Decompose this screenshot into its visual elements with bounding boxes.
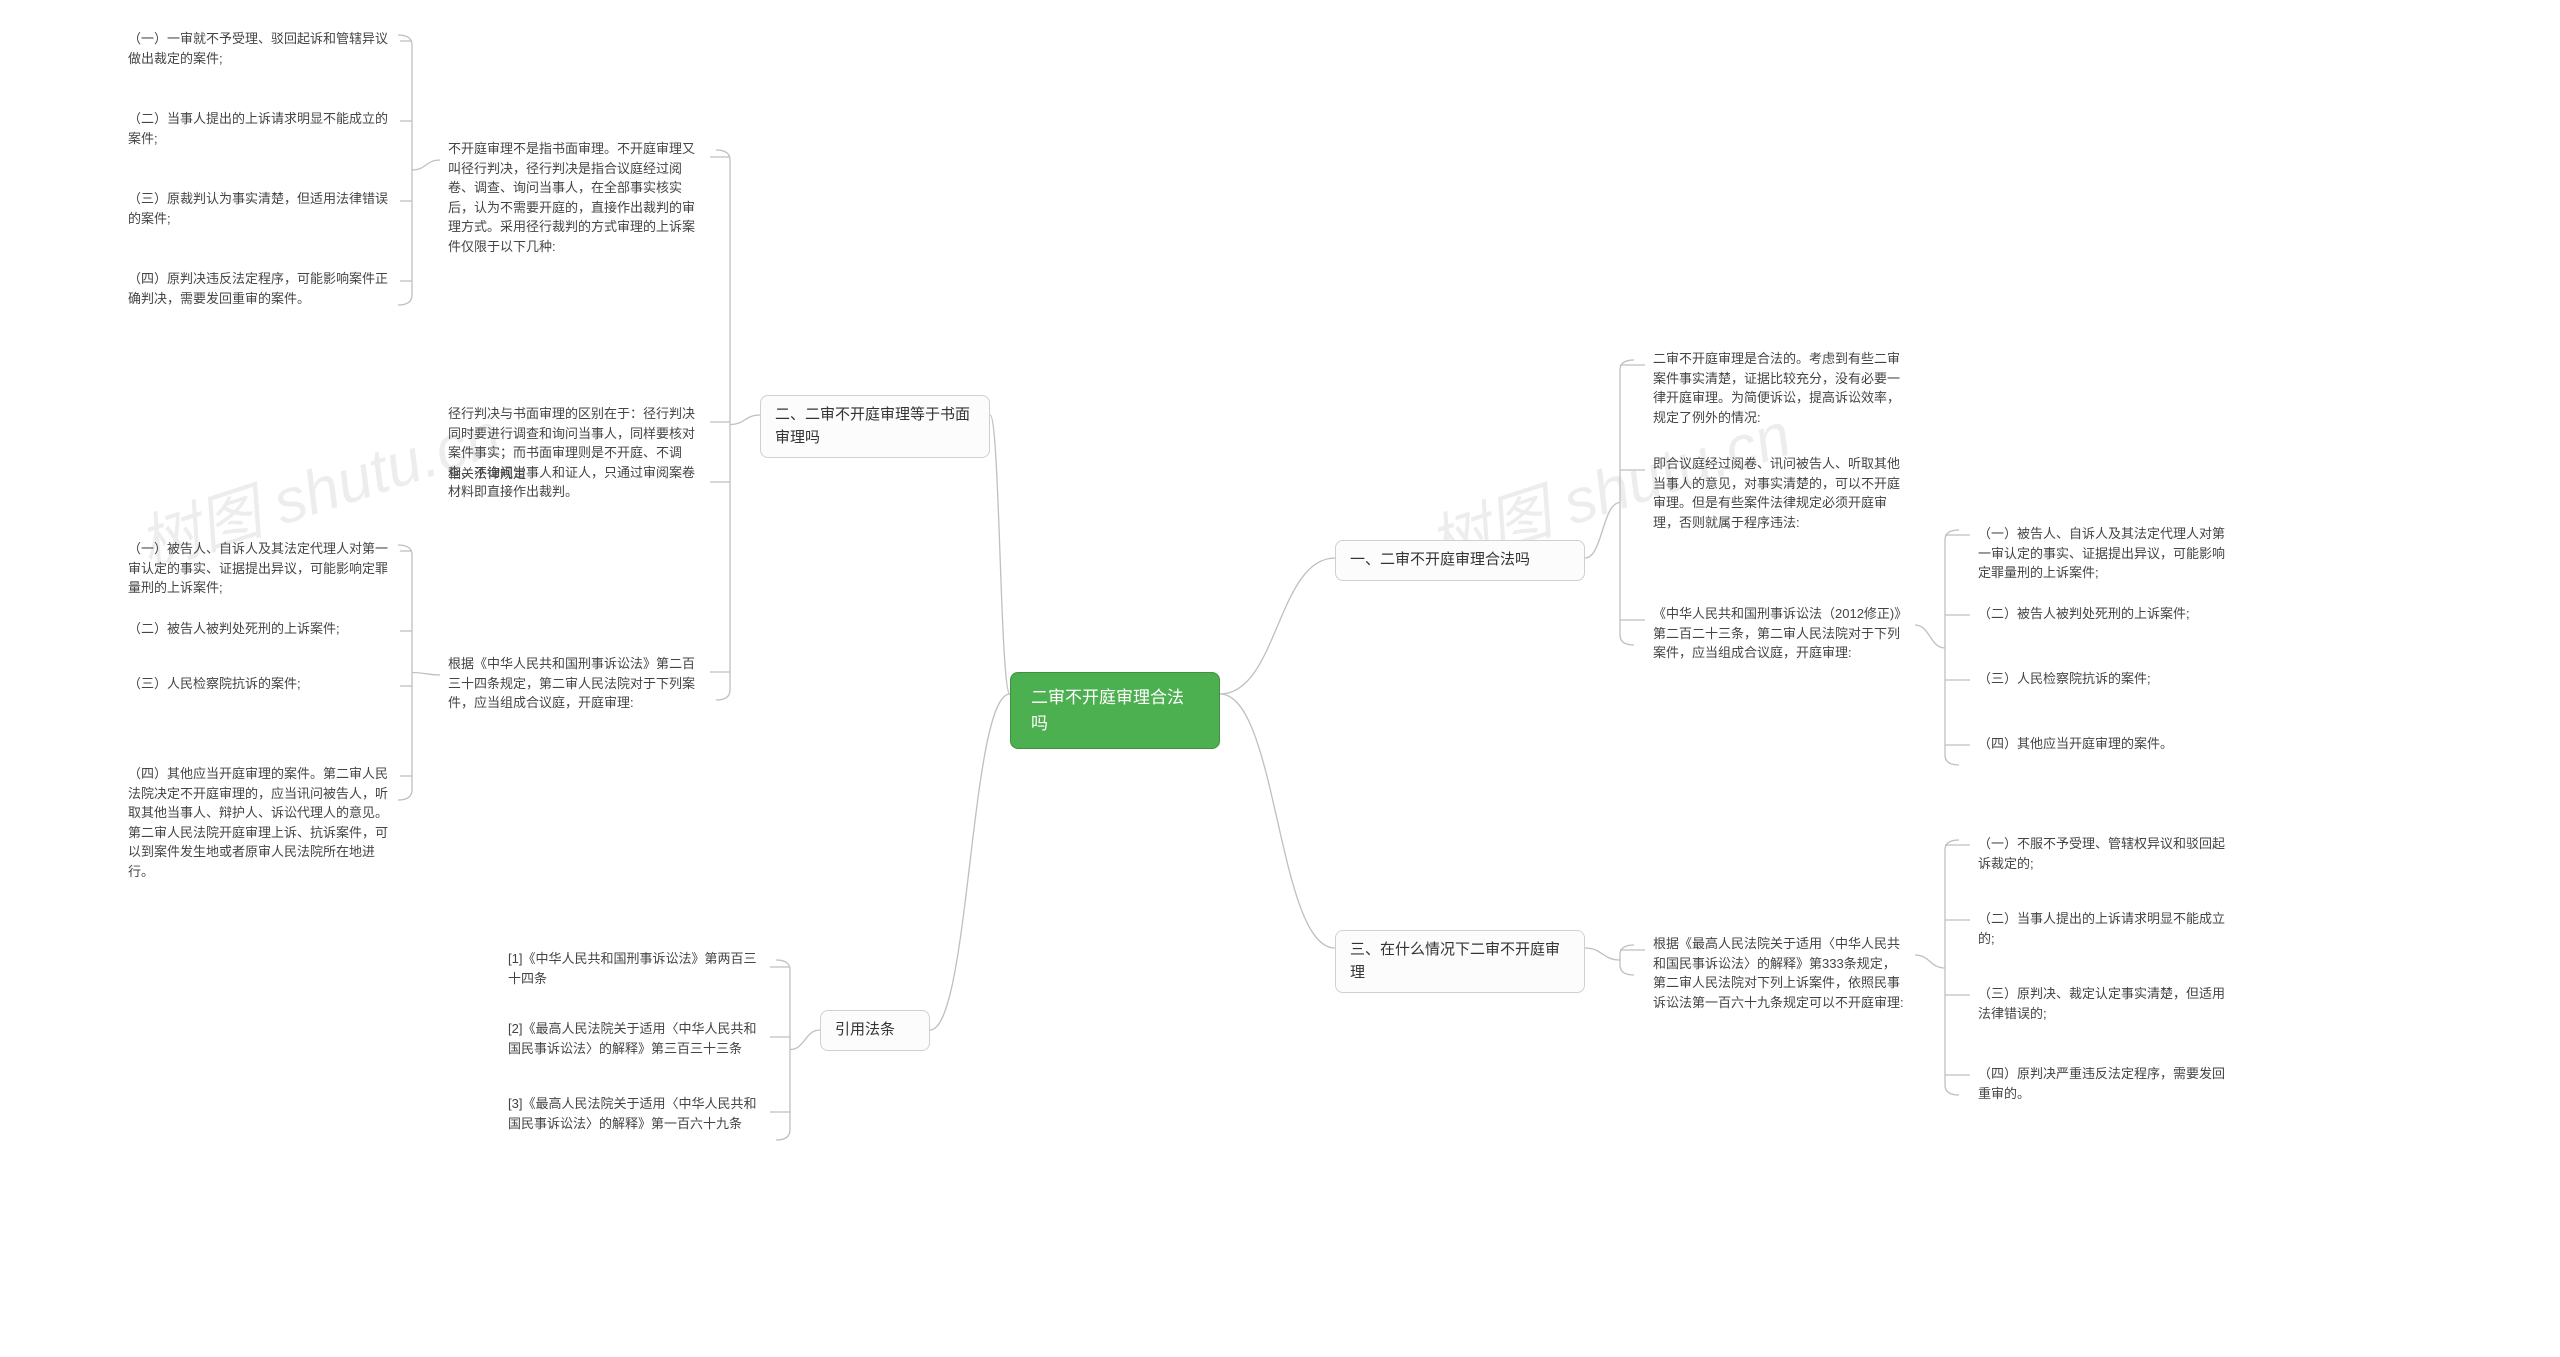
l2: 引用法条: [820, 1010, 930, 1051]
l2c: [3]《最高人民法院关于适用〈中华人民共和国民事诉讼法〉的解释》第一百六十九条: [500, 1090, 770, 1137]
l1a: 不开庭审理不是指书面审理。不开庭审理又叫径行判决，径行判决是指合议庭经过阅卷、调…: [440, 135, 710, 260]
l1d4: （四）其他应当开庭审理的案件。第二审人民法院决定不开庭审理的，应当讯问被告人，听…: [120, 760, 400, 885]
l1d2: （二）被告人被判处死刑的上诉案件;: [120, 615, 400, 643]
l1d1: （一）被告人、自诉人及其法定代理人对第一审认定的事实、证据提出异议，可能影响定罪…: [120, 535, 400, 602]
r1a: 二审不开庭审理是合法的。考虑到有些二审案件事实清楚，证据比较充分，没有必要一律开…: [1645, 345, 1915, 431]
r1: 一、二审不开庭审理合法吗: [1335, 540, 1585, 581]
r1c1: （一）被告人、自诉人及其法定代理人对第一审认定的事实、证据提出异议，可能影响定罪…: [1970, 520, 2240, 587]
l2a: [1]《中华人民共和国刑事诉讼法》第两百三十四条: [500, 945, 770, 992]
r1b: 即合议庭经过阅卷、讯问被告人、听取其他当事人的意见，对事实清楚的，可以不开庭审理…: [1645, 450, 1915, 536]
r2a1: （一）不服不予受理、管辖权异议和驳回起诉裁定的;: [1970, 830, 2240, 877]
r2a2: （二）当事人提出的上诉请求明显不能成立的;: [1970, 905, 2240, 952]
l1b: 径行判决与书面审理的区别在于：径行判决同时要进行调查和询问当事人，同样要核对案件…: [440, 400, 710, 506]
l1c: 相关法律规定: [440, 460, 710, 488]
mindmap-canvas: 树图 shutu.cn 树图 shutu.cn 二审不开庭审理合法吗一、二审不开…: [0, 0, 2560, 1357]
r2a4: （四）原判决严重违反法定程序，需要发回重审的。: [1970, 1060, 2240, 1107]
r2a3: （三）原判决、裁定认定事实清楚，但适用法律错误的;: [1970, 980, 2240, 1027]
r2a: 根据《最高人民法院关于适用〈中华人民共和国民事诉讼法〉的解释》第333条规定，第…: [1645, 930, 1915, 1016]
l1: 二、二审不开庭审理等于书面审理吗: [760, 395, 990, 458]
l1a2: （二）当事人提出的上诉请求明显不能成立的案件;: [120, 105, 400, 152]
r1c: 《中华人民共和国刑事诉讼法（2012修正)》第二百二十三条，第二审人民法院对于下…: [1645, 600, 1915, 667]
l1a4: （四）原判决违反法定程序，可能影响案件正确判决，需要发回重审的案件。: [120, 265, 400, 312]
l1d3: （三）人民检察院抗诉的案件;: [120, 670, 400, 698]
l1a1: （一）一审就不予受理、驳回起诉和管辖异议做出裁定的案件;: [120, 25, 400, 72]
root-node: 二审不开庭审理合法吗: [1010, 672, 1220, 749]
l1a3: （三）原裁判认为事实清楚，但适用法律错误的案件;: [120, 185, 400, 232]
l2b: [2]《最高人民法院关于适用〈中华人民共和国民事诉讼法〉的解释》第三百三十三条: [500, 1015, 770, 1062]
r2: 三、在什么情况下二审不开庭审理: [1335, 930, 1585, 993]
r1c3: （三）人民检察院抗诉的案件;: [1970, 665, 2240, 693]
r1c2: （二）被告人被判处死刑的上诉案件;: [1970, 600, 2240, 628]
l1d: 根据《中华人民共和国刑事诉讼法》第二百三十四条规定，第二审人民法院对于下列案件，…: [440, 650, 710, 717]
r1c4: （四）其他应当开庭审理的案件。: [1970, 730, 2240, 758]
